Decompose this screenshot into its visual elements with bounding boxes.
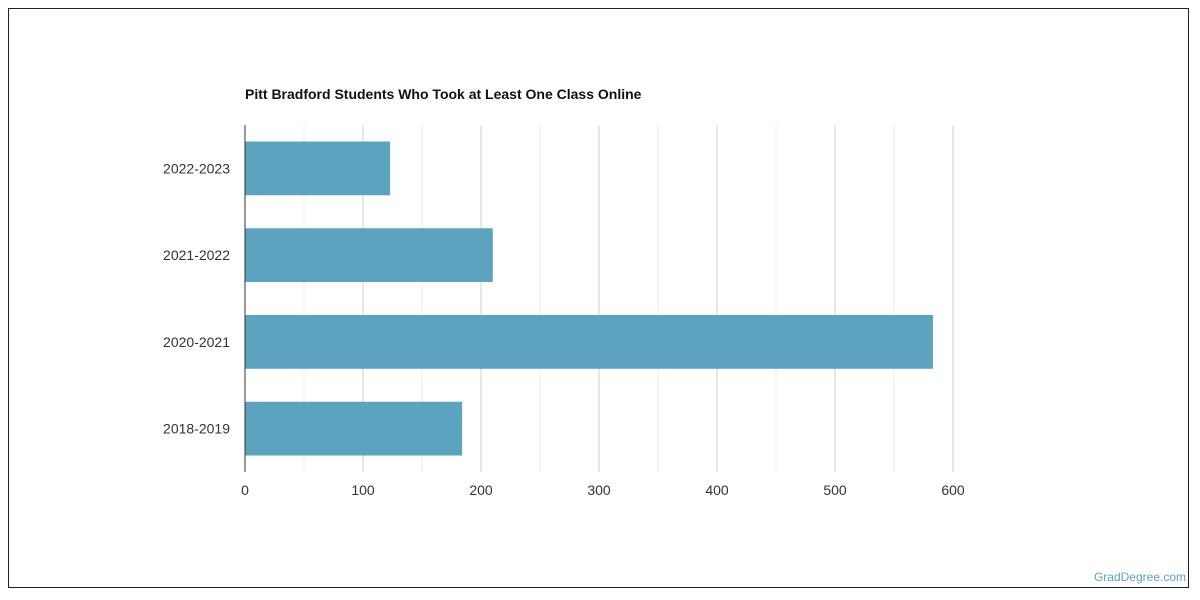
x-tick-label-300: 300	[587, 482, 611, 498]
category-label-2022-2023: 2022-2023	[163, 160, 230, 176]
x-tick-label-500: 500	[823, 482, 847, 498]
x-tick-labels: 0 100 200 300 400 500 600	[241, 482, 965, 498]
x-tick-label-100: 100	[351, 482, 375, 498]
x-tick-label-0: 0	[241, 482, 249, 498]
x-tick-label-200: 200	[469, 482, 493, 498]
watermark-link[interactable]: GradDegree.com	[1093, 570, 1186, 584]
category-label-2018-2019: 2018-2019	[163, 421, 230, 437]
category-labels: 2022-2023 2021-2022 2020-2021 2018-2019	[163, 160, 230, 436]
chart-title: Pitt Bradford Students Who Took at Least…	[245, 86, 642, 102]
bar-2020-2021[interactable]	[245, 314, 933, 369]
bar-2018-2019[interactable]	[245, 401, 463, 456]
x-tick-label-400: 400	[705, 482, 729, 498]
x-tick-label-600: 600	[941, 482, 965, 498]
bar-2021-2022[interactable]	[245, 228, 493, 283]
bar-layer	[245, 141, 933, 456]
category-label-2020-2021: 2020-2021	[163, 334, 230, 350]
category-label-2021-2022: 2021-2022	[163, 247, 230, 263]
bar-2022-2023[interactable]	[245, 141, 391, 196]
